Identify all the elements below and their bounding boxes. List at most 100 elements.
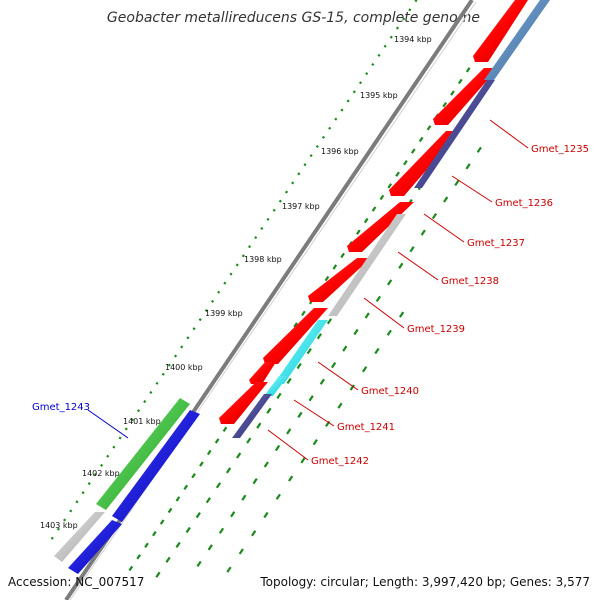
feature-arrow[interactable] — [263, 308, 328, 364]
track-dot — [159, 519, 165, 525]
track-dot — [69, 509, 73, 513]
track-dot — [389, 35, 393, 39]
tick-label: 1400 kbp — [165, 363, 203, 372]
track-dot — [349, 384, 355, 391]
track-dot — [93, 472, 97, 476]
track-dot — [152, 530, 157, 537]
track-dot — [326, 318, 333, 325]
tick-label: 1402 kbp — [82, 469, 120, 478]
track-dot — [353, 328, 359, 336]
topology-text: Topology: circular; Length: 3,997,420 bp… — [259, 575, 590, 589]
track-dot — [263, 511, 269, 519]
track-dot — [180, 345, 184, 349]
track-dot — [229, 272, 233, 276]
track-dot — [409, 246, 415, 253]
track-dot — [174, 354, 178, 358]
track-dot — [465, 67, 471, 73]
gene-label[interactable]: Gmet_1243 — [32, 402, 90, 413]
track-dot — [362, 366, 368, 373]
tick-label: 1397 kbp — [282, 202, 320, 211]
feature-arrow[interactable] — [473, 0, 528, 62]
track-dot — [236, 452, 242, 459]
track-dot — [87, 482, 91, 486]
gene-label[interactable]: Gmet_1235 — [531, 144, 589, 155]
gene-label[interactable]: Gmet_1236 — [495, 198, 553, 209]
track-dot — [414, 0, 418, 3]
feature-arrow[interactable] — [308, 258, 371, 302]
gene-label[interactable]: Gmet_1242 — [311, 456, 369, 467]
track-dot — [247, 245, 252, 249]
gene-label[interactable]: Gmet_1237 — [467, 238, 525, 249]
track-dot — [395, 26, 400, 30]
track-dot — [297, 411, 303, 418]
track-dot — [371, 206, 377, 212]
track-dot — [204, 308, 208, 313]
gene-label[interactable]: Gmet_1238 — [441, 276, 499, 287]
track-dot — [431, 212, 438, 220]
gene-label[interactable]: Gmet_1241 — [337, 422, 395, 433]
track-dot — [230, 511, 236, 518]
gene-label[interactable]: Gmet_1239 — [407, 324, 465, 335]
feature-arrow[interactable] — [219, 382, 268, 424]
track-dot — [254, 236, 258, 240]
track-dot — [450, 90, 455, 96]
track-dot — [383, 44, 387, 48]
track-dot — [377, 53, 381, 57]
track-dot — [410, 148, 416, 154]
track-dot — [340, 252, 345, 259]
track-dot — [186, 336, 190, 340]
track-dot — [100, 463, 104, 467]
feature-bar[interactable] — [264, 376, 288, 396]
feature-bar[interactable] — [414, 80, 495, 188]
tick-label: 1401 kbp — [123, 417, 161, 426]
track-dot — [112, 445, 116, 449]
feature-arrow[interactable] — [68, 520, 122, 574]
track-dot — [458, 78, 463, 85]
track-dot — [395, 171, 400, 177]
track-dot — [252, 478, 258, 485]
track-dot — [167, 363, 171, 367]
feature-arrow[interactable] — [433, 68, 498, 125]
track-dot — [56, 527, 60, 531]
track-dot — [301, 310, 306, 317]
feature-bar[interactable] — [232, 394, 272, 438]
track-dot — [263, 461, 269, 468]
track-dot — [386, 329, 392, 336]
track-dot — [408, 8, 412, 12]
feature-bar[interactable] — [54, 512, 105, 562]
track-dot — [175, 541, 181, 549]
track-dot — [364, 312, 370, 319]
feature-arrow[interactable] — [112, 410, 200, 522]
tick-label: 1399 kbp — [205, 309, 243, 318]
track-dot — [286, 377, 292, 385]
track-dot — [476, 146, 482, 153]
track-dot — [306, 348, 312, 355]
feature-bar[interactable] — [484, 0, 550, 80]
feature-bar[interactable] — [328, 214, 406, 316]
track-dot — [340, 108, 344, 112]
track-dot — [260, 226, 264, 231]
track-dot — [63, 518, 67, 522]
track-dot — [284, 190, 289, 194]
gene-label[interactable]: Gmet_1240 — [361, 386, 419, 397]
track-dot — [246, 437, 252, 444]
feature-arrow[interactable] — [249, 362, 276, 384]
track-dot — [371, 62, 375, 67]
track-dot — [358, 81, 363, 85]
track-dot — [363, 217, 369, 224]
track-dot — [442, 101, 447, 108]
track-dot — [454, 179, 460, 187]
track-dot — [443, 196, 449, 203]
accession-text: Accession: NC_007517 — [8, 575, 144, 589]
track-dot — [106, 454, 110, 458]
tick-marks: 1394 kbp 1395 kbp 1396 kbp 1397 kbp 1398 kbp… — [40, 35, 432, 530]
track-dot — [334, 117, 338, 121]
track-dot — [315, 144, 319, 149]
track-dot — [297, 172, 301, 176]
track-dot — [155, 571, 161, 578]
feature-bar[interactable] — [274, 320, 328, 384]
track-dot — [276, 392, 282, 399]
track-dot — [191, 473, 196, 479]
feature-bar[interactable] — [96, 398, 190, 510]
